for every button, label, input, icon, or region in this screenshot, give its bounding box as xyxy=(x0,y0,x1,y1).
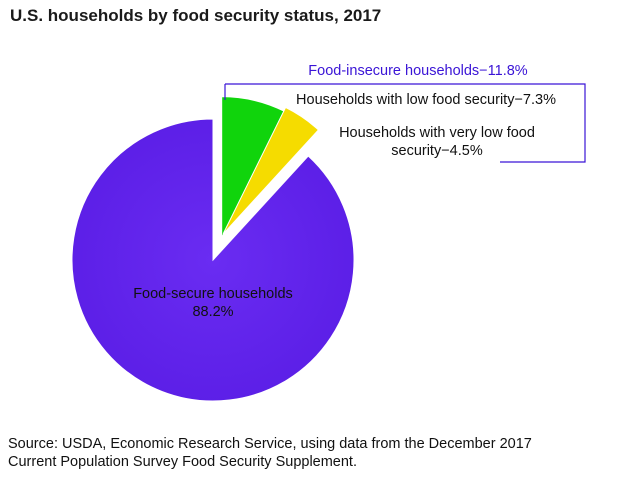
food-insecure-label: Food-insecure households−11.8% xyxy=(308,63,527,79)
source-line-1: Source: USDA, Economic Research Service,… xyxy=(8,436,532,452)
source-note: Source: USDA, Economic Research Service,… xyxy=(8,435,532,471)
food-insecure-bracket xyxy=(225,83,586,163)
low-food-security-label: Households with low food security−7.3% xyxy=(296,92,556,108)
food-secure-label-line1: Food-secure households xyxy=(133,286,293,302)
pie-slices xyxy=(71,96,355,402)
chart-title: U.S. households by food security status,… xyxy=(10,6,382,25)
very-low-food-security-slice xyxy=(222,106,320,235)
very-low-food-security-label-line2: security−4.5% xyxy=(391,143,483,159)
food-secure-label-line2: 88.2% xyxy=(192,304,233,320)
food-secure-slice xyxy=(71,118,355,402)
source-line-2: Current Population Survey Food Security … xyxy=(8,454,357,470)
very-low-food-security-label-line1: Households with very low food xyxy=(339,125,535,141)
